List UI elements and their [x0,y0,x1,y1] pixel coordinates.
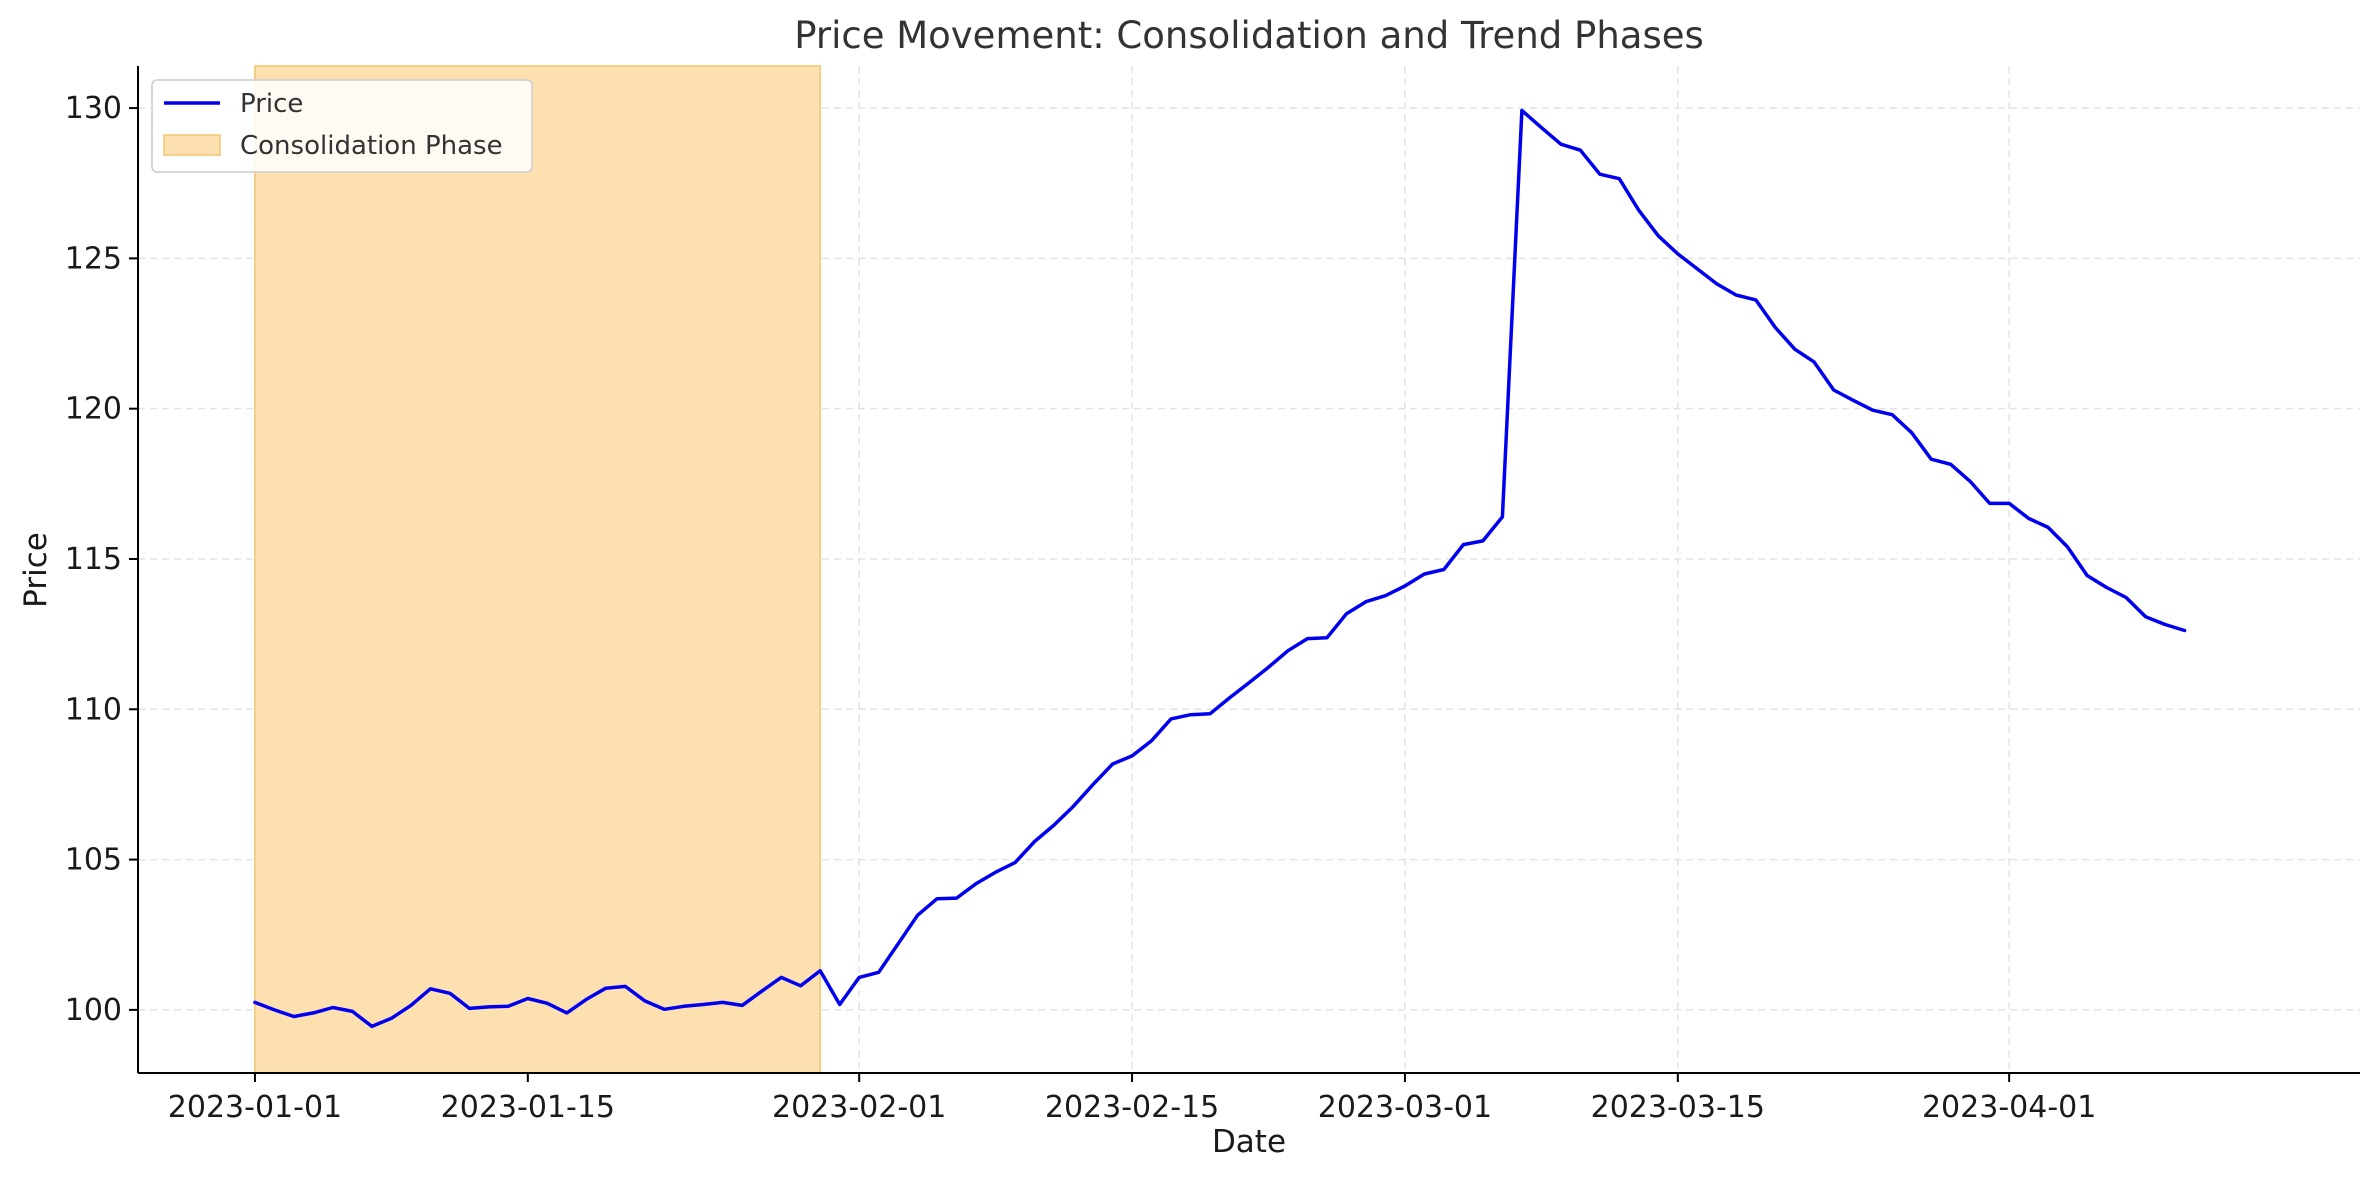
y-gridlines [138,107,2360,1011]
series-layer [253,108,2187,1029]
x-tick-label: 2023-03-15 [1591,1090,1765,1125]
y-tick-label: 100 [65,993,122,1028]
legend-price-label: Price [240,89,303,119]
x-tick-label: 2023-01-15 [441,1090,615,1125]
y-tick-label: 105 [65,843,122,878]
y-tick-label: 110 [65,692,122,727]
x-ticks: 2023-01-01 2023-01-15 2023-02-01 2023-02-15… [168,1073,2096,1125]
y-tick-label: 130 [65,91,122,126]
legend-box [151,79,533,173]
consolidation-phase-layer [254,65,821,1074]
legend-consolidation-swatch [163,134,221,156]
y-tick-label: 120 [65,392,122,427]
x-axis-label: Date [1212,1124,1286,1160]
y-ticks: 100 105 110 115 120 125 130 [65,91,138,1028]
y-tick-label: 115 [65,542,122,577]
x-tick-label: 2023-01-01 [168,1090,342,1125]
y-tick-label: 125 [65,241,122,276]
consolidation-phase-region [254,65,821,1074]
x-tick-label: 2023-03-01 [1318,1090,1492,1125]
legend-consolidation-label: Consolidation Phase [240,131,503,161]
x-tick-label: 2023-02-01 [772,1090,946,1125]
y-axis-label: Price [18,532,54,608]
x-tick-label: 2023-02-15 [1045,1090,1219,1125]
legend: Price Consolidation Phase [151,79,533,173]
chart-title: Price Movement: Consolidation and Trend … [794,14,1704,57]
price-series-line [253,108,2187,1029]
x-tick-label: 2023-04-01 [1922,1090,2096,1125]
